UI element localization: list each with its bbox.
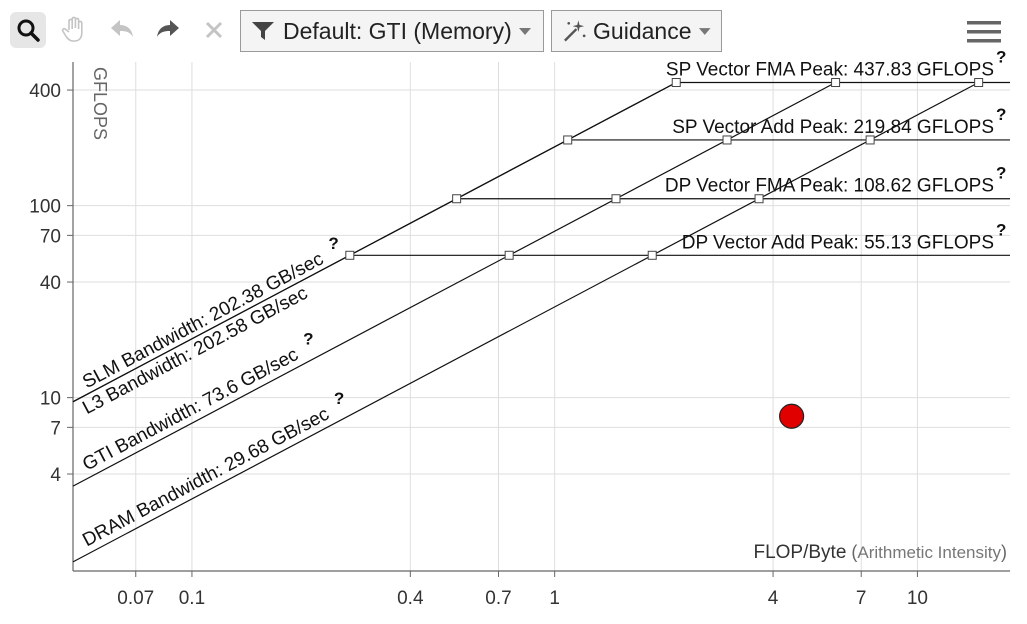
filter-icon [252, 22, 274, 40]
magic-wand-icon [564, 20, 586, 42]
chevron-down-icon [698, 28, 711, 35]
memory-roof-label: DRAM Bandwidth: 29.68 GB/sec [79, 404, 332, 551]
menu-button[interactable] [966, 14, 1002, 50]
y-tick-label: 100 [29, 197, 61, 218]
y-axis-title: GFLOPS [90, 67, 110, 140]
filter-label: Default: GTI (Memory) [283, 17, 512, 44]
close-icon [205, 21, 223, 39]
ridge-point-marker [974, 78, 984, 88]
redo-arrow-icon [157, 20, 179, 37]
redo-button[interactable] [150, 12, 186, 48]
x-tick-label: 4 [768, 588, 779, 609]
x-axis-title-paren-close: ) [1001, 542, 1007, 562]
y-tick-label: 400 [29, 81, 61, 102]
chevron-down-icon [518, 28, 531, 35]
zoom-tool-button[interactable] [10, 12, 46, 48]
ridge-point-marker [722, 135, 732, 145]
x-tick-label: 1 [549, 588, 560, 609]
compute-roof-label: SP Vector Add Peak: 219.84 GFLOPS [672, 117, 994, 138]
ridge-point-marker [754, 194, 764, 204]
pan-tool-button[interactable] [56, 12, 92, 48]
y-tick-label: 7 [50, 418, 61, 439]
y-tick-label: 40 [40, 273, 61, 294]
y-tick-label: 10 [40, 389, 61, 410]
undo-button[interactable] [104, 12, 140, 48]
clear-button[interactable] [196, 12, 232, 48]
x-tick-label: 0.4 [397, 588, 424, 609]
data-point [779, 403, 805, 429]
roof-labels: SP Vector FMA Peak: 437.83 GFLOPS?SP Vec… [79, 48, 1006, 552]
x-tick-label: 7 [856, 588, 867, 609]
axes [72, 62, 1010, 572]
help-icon: ? [303, 329, 313, 348]
y-tick-label: 4 [50, 465, 61, 486]
x-tick-label: 0.1 [179, 588, 205, 609]
compute-roof-label: DP Vector Add Peak: 55.13 GFLOPS [682, 232, 994, 253]
memory-roof-line [72, 81, 979, 563]
hamburger-menu-icon [967, 21, 1001, 43]
guidance-label: Guidance [593, 17, 692, 44]
ridge-point-marker [452, 194, 462, 204]
compute-roof-label: DP Vector FMA Peak: 108.62 GFLOPS [665, 176, 994, 197]
x-tick-label: 0.7 [485, 588, 511, 609]
y-tick-label: 70 [40, 226, 61, 247]
ridge-point-marker [611, 194, 621, 204]
ridge-point-marker [345, 250, 355, 260]
x-axis-title: FLOP/Byte (Arithmetic Intensity) [753, 542, 1007, 563]
x-tick-label: 0.07 [117, 588, 154, 609]
ridge-point-marker [865, 135, 875, 145]
x-axis-title-main: FLOP/Byte [753, 542, 846, 563]
filter-dropdown[interactable]: Default: GTI (Memory) [240, 10, 544, 52]
magnifier-icon [17, 19, 40, 42]
toolbar: Default: GTI (Memory) Guidance [0, 0, 1027, 60]
tick-labels: 0.07 0.1 0.4 0.7 1 4 7 10 4 7 10 40 70 100 400 [29, 81, 928, 609]
ridge-point-marker [563, 135, 573, 145]
help-icon: ? [996, 48, 1006, 67]
hand-icon [61, 16, 83, 42]
help-icon: ? [334, 389, 344, 408]
ridge-point-marker [671, 78, 681, 88]
x-axis-title-paren-open: ( [846, 542, 857, 562]
help-icon: ? [996, 164, 1006, 183]
ridge-point-marker [504, 250, 514, 260]
roof-lines [72, 78, 1010, 563]
data-points [779, 403, 805, 429]
compute-roof-label: SP Vector FMA Peak: 437.83 GFLOPS [666, 60, 994, 81]
ridge-point-marker [831, 78, 841, 88]
guidance-dropdown[interactable]: Guidance [551, 10, 722, 52]
help-icon: ? [996, 220, 1006, 239]
x-tick-label: 10 [907, 588, 928, 609]
memory-roof-line [72, 81, 836, 487]
help-icon: ? [328, 234, 338, 253]
undo-arrow-icon [111, 20, 133, 37]
help-icon: ? [996, 105, 1006, 124]
memory-roof-line [72, 81, 677, 403]
grid [67, 62, 1010, 577]
ridge-point-marker [647, 250, 657, 260]
x-axis-title-sub: Arithmetic Intensity [857, 543, 1001, 562]
